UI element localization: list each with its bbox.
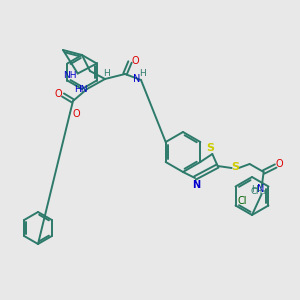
Text: NH: NH bbox=[63, 71, 76, 80]
Text: H: H bbox=[139, 68, 145, 77]
Text: HN: HN bbox=[74, 85, 88, 94]
Text: Cl: Cl bbox=[238, 196, 247, 206]
Text: O: O bbox=[276, 159, 283, 169]
Text: O: O bbox=[131, 56, 139, 66]
Text: N: N bbox=[192, 180, 200, 190]
Text: O: O bbox=[54, 89, 62, 99]
Text: S: S bbox=[206, 143, 214, 153]
Text: H: H bbox=[103, 68, 110, 77]
Text: H: H bbox=[251, 184, 258, 194]
Text: N: N bbox=[133, 74, 141, 84]
Text: S: S bbox=[232, 162, 240, 172]
Text: CH₃: CH₃ bbox=[251, 187, 266, 196]
Text: N: N bbox=[257, 184, 264, 194]
Text: O: O bbox=[72, 109, 80, 119]
